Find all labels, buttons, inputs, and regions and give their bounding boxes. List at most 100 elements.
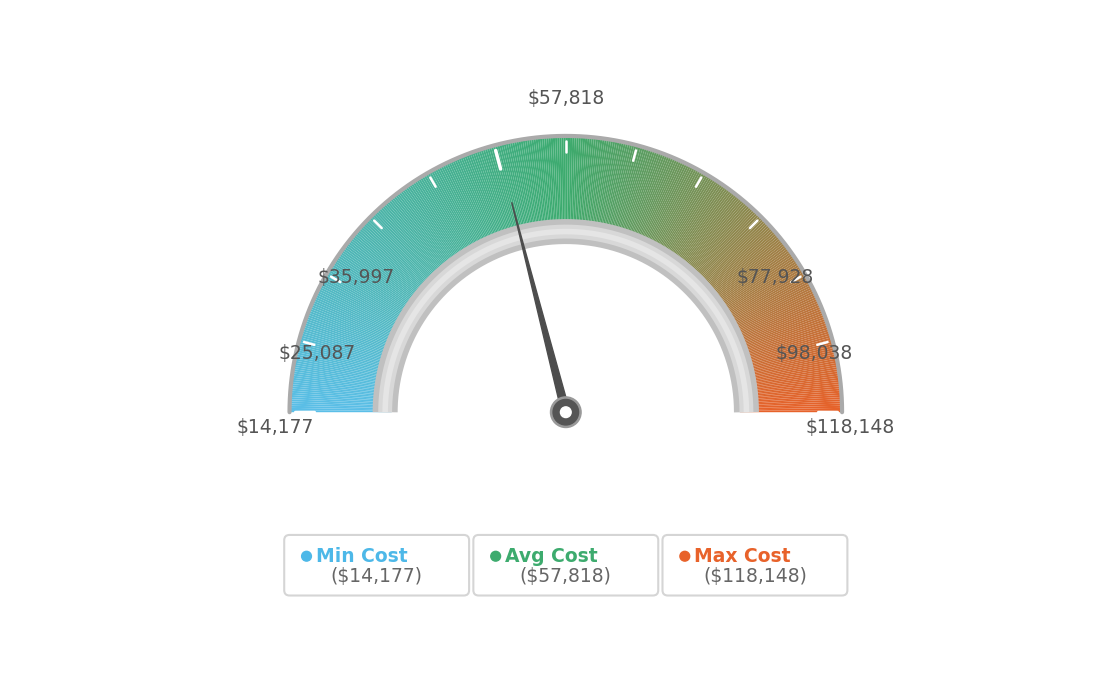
Wedge shape [611, 145, 639, 244]
Wedge shape [491, 146, 520, 244]
Wedge shape [440, 165, 488, 257]
Wedge shape [733, 335, 831, 365]
Wedge shape [723, 295, 817, 339]
Wedge shape [739, 373, 840, 389]
Wedge shape [293, 371, 393, 388]
Wedge shape [436, 167, 486, 258]
Wedge shape [350, 238, 431, 303]
Wedge shape [431, 170, 481, 260]
Wedge shape [423, 175, 477, 263]
Circle shape [553, 400, 578, 425]
Wedge shape [612, 146, 640, 244]
Wedge shape [641, 163, 688, 256]
Wedge shape [740, 400, 842, 405]
Wedge shape [353, 235, 433, 301]
Wedge shape [365, 220, 440, 292]
Circle shape [680, 551, 690, 561]
Wedge shape [714, 268, 803, 322]
Wedge shape [485, 148, 516, 246]
Wedge shape [693, 225, 771, 295]
Wedge shape [299, 339, 397, 368]
Text: $118,148: $118,148 [806, 417, 895, 437]
Wedge shape [344, 244, 427, 308]
Wedge shape [555, 136, 561, 238]
Wedge shape [739, 382, 840, 395]
Wedge shape [384, 202, 453, 281]
Wedge shape [399, 191, 461, 274]
Wedge shape [315, 295, 408, 339]
Wedge shape [686, 211, 756, 286]
Wedge shape [542, 137, 552, 239]
Wedge shape [690, 219, 764, 291]
Wedge shape [672, 194, 736, 275]
Wedge shape [666, 186, 726, 270]
Wedge shape [305, 321, 402, 356]
Wedge shape [662, 182, 721, 268]
Wedge shape [489, 146, 519, 245]
Wedge shape [657, 177, 712, 264]
Wedge shape [316, 293, 408, 338]
Wedge shape [740, 384, 841, 396]
Text: ($57,818): ($57,818) [520, 567, 612, 586]
Wedge shape [616, 148, 647, 246]
Wedge shape [522, 139, 540, 240]
Wedge shape [294, 365, 394, 384]
Wedge shape [660, 180, 718, 266]
Polygon shape [512, 202, 572, 422]
Wedge shape [562, 136, 564, 238]
Wedge shape [411, 182, 469, 268]
Wedge shape [531, 138, 545, 239]
Wedge shape [310, 304, 405, 346]
Wedge shape [473, 152, 508, 248]
Wedge shape [705, 246, 788, 308]
Wedge shape [454, 159, 497, 253]
Wedge shape [719, 281, 810, 331]
Wedge shape [425, 173, 478, 262]
Wedge shape [304, 323, 401, 357]
Circle shape [561, 407, 571, 417]
Wedge shape [369, 217, 443, 290]
Wedge shape [735, 348, 835, 373]
Wedge shape [394, 240, 737, 412]
Wedge shape [289, 400, 392, 405]
Wedge shape [308, 310, 404, 349]
Wedge shape [659, 179, 715, 266]
Wedge shape [725, 301, 819, 343]
Wedge shape [435, 168, 485, 259]
Wedge shape [703, 243, 785, 306]
Wedge shape [538, 137, 550, 239]
Wedge shape [709, 255, 794, 314]
Wedge shape [291, 373, 393, 389]
FancyBboxPatch shape [662, 535, 848, 595]
Wedge shape [700, 236, 781, 302]
Wedge shape [667, 188, 729, 271]
Wedge shape [737, 367, 839, 385]
Wedge shape [575, 137, 583, 238]
Wedge shape [289, 406, 392, 409]
Wedge shape [291, 375, 393, 391]
Wedge shape [637, 160, 681, 254]
Wedge shape [694, 226, 772, 296]
Wedge shape [289, 410, 392, 412]
Wedge shape [604, 143, 628, 242]
Circle shape [551, 397, 581, 428]
Wedge shape [311, 302, 406, 344]
Wedge shape [318, 288, 410, 335]
Wedge shape [343, 246, 426, 308]
Wedge shape [732, 327, 829, 359]
Wedge shape [740, 406, 842, 409]
Wedge shape [692, 221, 767, 293]
Wedge shape [480, 149, 513, 246]
Wedge shape [673, 195, 739, 276]
Wedge shape [463, 155, 501, 250]
Wedge shape [731, 323, 828, 357]
Text: $35,997: $35,997 [318, 268, 395, 287]
Wedge shape [508, 141, 530, 242]
Wedge shape [698, 231, 776, 299]
Wedge shape [678, 201, 745, 279]
Wedge shape [330, 266, 418, 321]
Wedge shape [470, 152, 507, 248]
Wedge shape [730, 321, 827, 356]
Text: $57,818: $57,818 [528, 89, 604, 108]
Wedge shape [675, 197, 740, 277]
